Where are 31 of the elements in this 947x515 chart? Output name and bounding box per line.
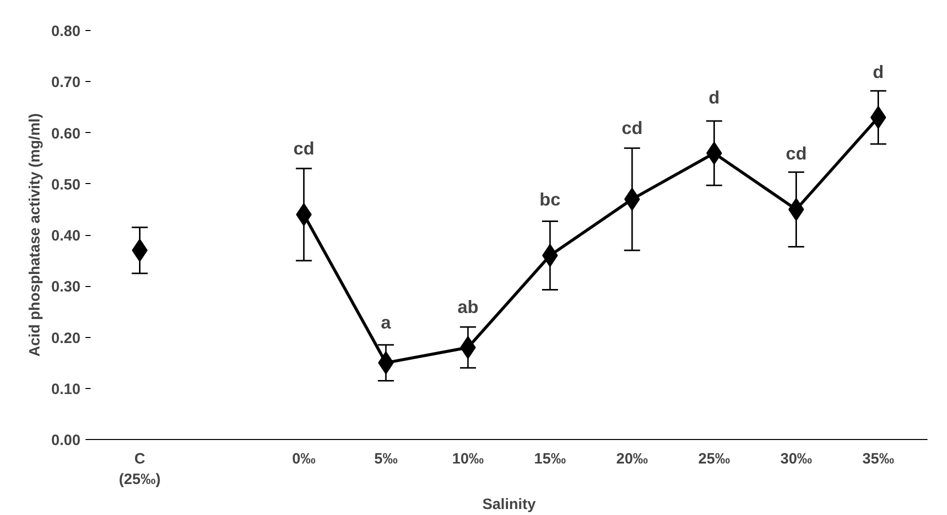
x-tick-label: 10‰ [452,450,484,468]
y-tick-label: 0.00 [51,432,81,449]
x-tick-label: 25‰ [698,450,730,468]
x-tick-label: 30‰ [780,450,812,468]
x-tick-label: 0‰ [292,450,316,468]
point [870,106,886,129]
annotation: cd [622,118,643,138]
x-tick-label: 20‰ [616,450,648,468]
point [788,198,804,221]
x-tick-label: 35‰ [862,450,894,468]
annotation: d [872,62,884,82]
y-axis-title: Acid phosphatase activity (mg/ml) [26,113,44,357]
y-tick-label: 0.40 [51,228,81,244]
x-tick-label: 15‰ [534,450,566,468]
y-tick-label: 0.60 [51,125,81,142]
y-tick-label: 0.70 [51,74,81,92]
y-tick-label: 0.20 [51,330,81,347]
annotation: ab [457,297,478,318]
annotation: bc [540,190,561,210]
annotation: d [708,87,720,108]
x-tick-label: 5‰ [374,450,398,468]
annotation: cd [786,144,807,164]
y-tick-label: 0.30 [51,278,81,296]
x-axis-title: Salinity [482,496,536,513]
y-tick-label: 0.10 [51,380,81,398]
point [132,238,148,262]
x-tick-label: C (25‰) [118,450,161,488]
y-tick-label: 0.80 [51,23,81,40]
annotation: cd [293,138,314,159]
y-tick-label: 0.50 [51,176,81,194]
annotation: a [380,312,392,332]
